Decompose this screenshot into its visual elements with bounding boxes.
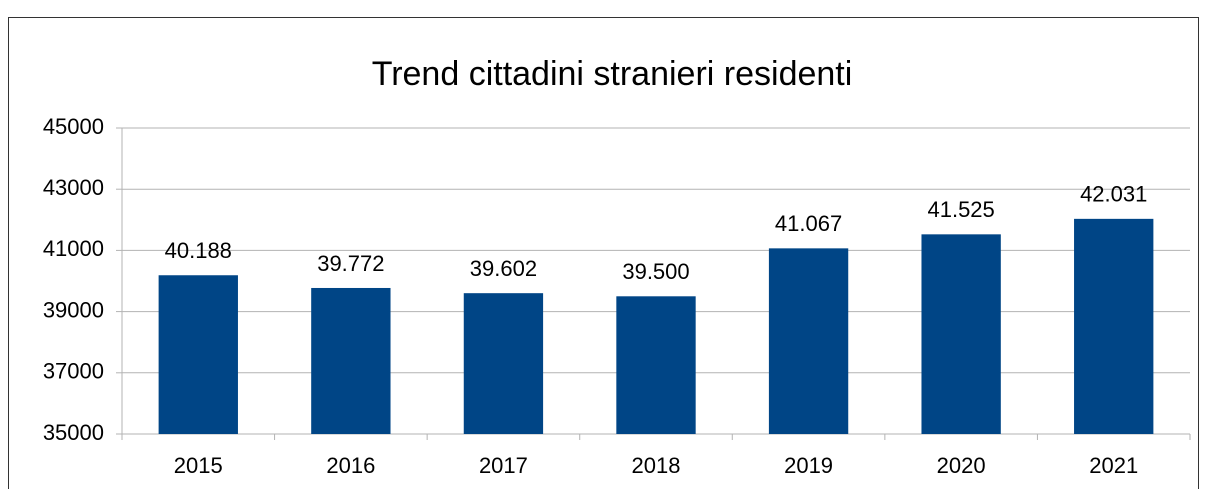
bar <box>158 275 238 434</box>
y-tick-label: 45000 <box>43 114 104 139</box>
bar <box>768 248 849 434</box>
x-tick-label: 2015 <box>174 453 223 478</box>
y-tick-label: 43000 <box>43 175 104 200</box>
bar <box>921 234 1001 434</box>
x-tick-label: 2021 <box>1089 453 1138 478</box>
bar <box>463 293 544 434</box>
data-label: 39.500 <box>622 259 689 284</box>
bar <box>311 287 391 434</box>
chart-title: Trend cittadini stranieri residenti <box>372 55 853 93</box>
data-label: 40.188 <box>165 238 232 263</box>
bar <box>1074 218 1154 434</box>
x-tick-label: 2016 <box>326 453 375 478</box>
chart-frame <box>8 17 1199 489</box>
data-label: 41.525 <box>927 197 994 222</box>
bar <box>616 296 696 434</box>
data-label: 39.602 <box>470 256 537 281</box>
x-tick-label: 2019 <box>784 453 833 478</box>
x-tick-label: 2020 <box>937 453 986 478</box>
data-label: 41.067 <box>775 211 842 236</box>
x-tick-label: 2018 <box>632 453 681 478</box>
y-tick-label: 39000 <box>43 297 104 322</box>
y-tick-label: 35000 <box>43 420 104 445</box>
x-tick-label: 2017 <box>479 453 528 478</box>
y-tick-label: 41000 <box>43 236 104 261</box>
data-label: 42.031 <box>1080 182 1147 207</box>
data-label: 39.772 <box>317 251 384 276</box>
y-tick-label: 37000 <box>43 359 104 384</box>
